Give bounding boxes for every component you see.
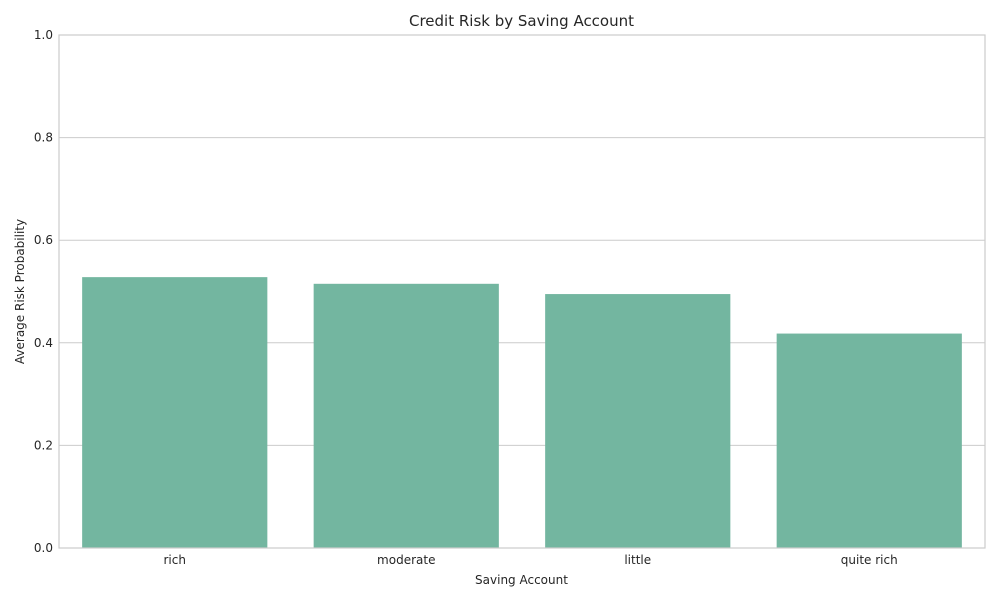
x-tick-label: rich <box>164 553 186 567</box>
y-tick-label: 0.4 <box>34 336 53 350</box>
y-axis-label: Average Risk Probability <box>13 219 27 364</box>
bars <box>82 277 962 548</box>
chart-title: Credit Risk by Saving Account <box>409 12 634 30</box>
bar-quite-rich <box>776 333 962 548</box>
x-axis-label: Saving Account <box>475 573 568 587</box>
x-axis-ticks: rich moderate little quite rich <box>164 553 898 567</box>
bar-rich <box>82 277 268 548</box>
x-tick-label: quite rich <box>841 553 898 567</box>
bar-little <box>545 294 731 548</box>
plot-area-frame <box>58 34 986 549</box>
y-tick-label: 0.8 <box>34 131 53 145</box>
x-tick-label: little <box>624 553 651 567</box>
y-tick-label: 0.0 <box>34 541 53 555</box>
bar-moderate <box>313 283 499 548</box>
y-axis-ticks: 0.0 0.2 0.4 0.6 0.8 1.0 <box>34 28 53 555</box>
y-tick-label: 0.6 <box>34 233 53 247</box>
y-tick-label: 0.2 <box>34 438 53 452</box>
y-tick-label: 1.0 <box>34 28 53 42</box>
x-tick-label: moderate <box>377 553 435 567</box>
